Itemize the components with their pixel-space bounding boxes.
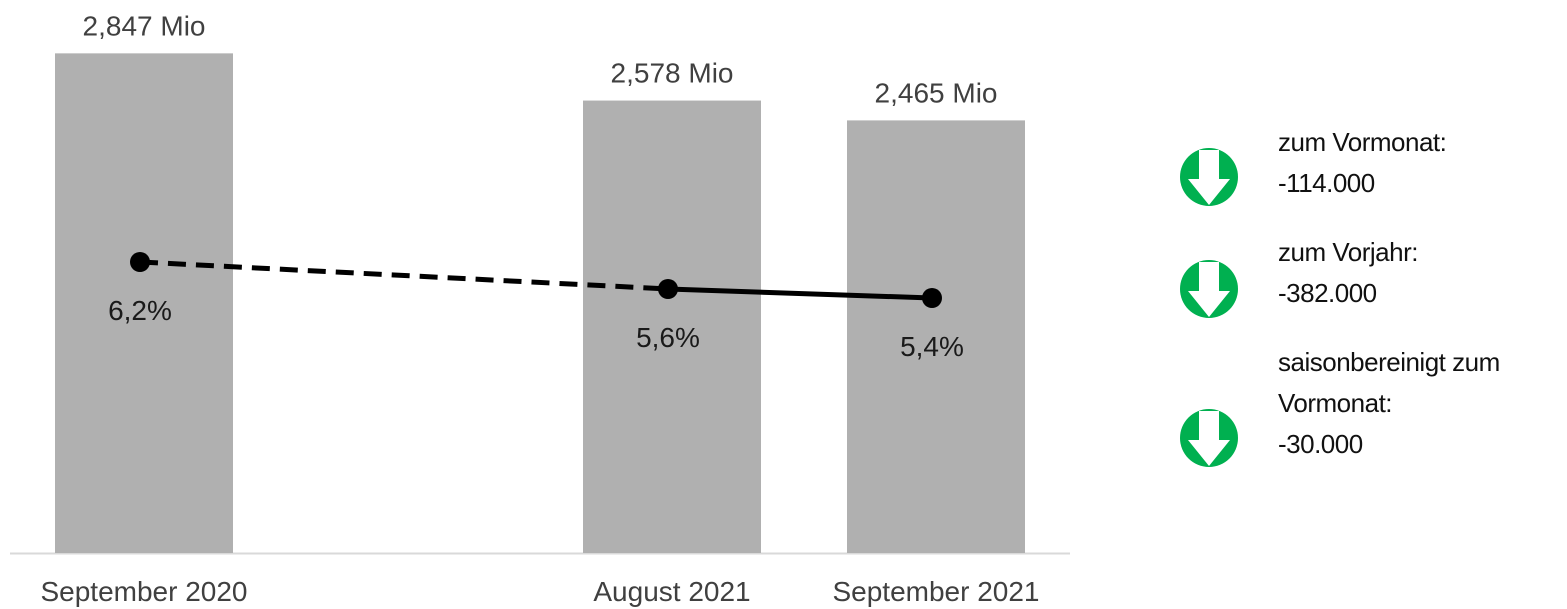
bar xyxy=(583,100,761,553)
bar xyxy=(847,120,1025,553)
rate-value-label: 5,4% xyxy=(900,331,964,362)
change-label: zum Vorjahr: xyxy=(1278,237,1418,267)
arrow-down-icon xyxy=(1180,409,1238,467)
change-item-seasonally-adjusted: saisonbereinigt zum Vormonat: -30.000 xyxy=(1180,342,1560,482)
rate-point xyxy=(922,288,942,308)
change-label: saisonbereinigt zum xyxy=(1278,347,1500,377)
arrow-down-icon xyxy=(1180,260,1238,318)
bar-value-label: 2,578 Mio xyxy=(611,58,734,89)
change-item-previous-year: zum Vorjahr: -382.000 xyxy=(1180,232,1560,342)
change-text: zum Vorjahr: -382.000 xyxy=(1278,232,1418,314)
change-panel: zum Vormonat: -114.000 zum Vorjahr: -382… xyxy=(1180,122,1560,482)
x-tick-label: September 2021 xyxy=(832,576,1039,607)
arrow-down-icon xyxy=(1180,148,1238,206)
change-item-previous-month: zum Vormonat: -114.000 xyxy=(1180,122,1560,232)
change-value: -382.000 xyxy=(1278,278,1377,308)
x-tick-label: August 2021 xyxy=(593,576,750,607)
change-value: -114.000 xyxy=(1278,168,1375,198)
rate-value-label: 5,6% xyxy=(636,322,700,353)
rate-line-solid xyxy=(667,286,933,301)
rate-point xyxy=(130,252,150,272)
bar-value-label: 2,465 Mio xyxy=(875,77,998,108)
change-text: saisonbereinigt zum Vormonat: -30.000 xyxy=(1278,342,1500,465)
change-text: zum Vormonat: -114.000 xyxy=(1278,122,1447,204)
change-label-cont: Vormonat: xyxy=(1278,388,1393,418)
change-value: -30.000 xyxy=(1278,429,1363,459)
change-label: zum Vormonat: xyxy=(1278,127,1447,157)
x-tick-label: September 2020 xyxy=(40,576,247,607)
rate-line-dashed xyxy=(139,259,669,292)
rate-value-label: 6,2% xyxy=(108,295,172,326)
bar xyxy=(55,53,233,553)
rate-point xyxy=(658,279,678,299)
bar-value-label: 2,847 Mio xyxy=(83,10,206,41)
